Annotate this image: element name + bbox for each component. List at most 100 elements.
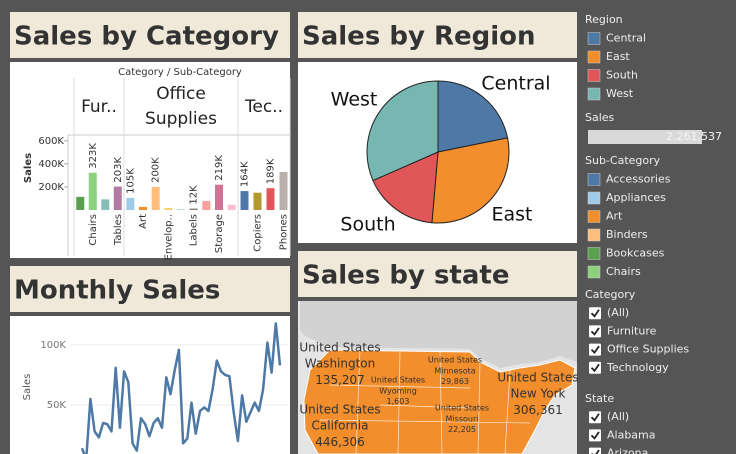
legend-swatch bbox=[587, 247, 601, 260]
map-label: 135,207 bbox=[315, 373, 365, 387]
legend-label: Accessories bbox=[606, 173, 671, 186]
y-tick-label: 200K bbox=[38, 182, 64, 193]
map-label: United States bbox=[371, 376, 425, 385]
map-label: United States bbox=[428, 356, 482, 365]
legend-label: Art bbox=[606, 210, 623, 223]
map-label: 306,361 bbox=[513, 403, 563, 417]
map-label: 446,306 bbox=[315, 435, 365, 449]
slice-label: West bbox=[331, 89, 378, 111]
filter-option: Furniture bbox=[607, 324, 657, 337]
bar bbox=[240, 191, 249, 210]
map-label: California bbox=[312, 419, 369, 433]
pie-slice bbox=[437, 80, 509, 153]
checkbox[interactable] bbox=[589, 343, 601, 356]
map-land bbox=[300, 301, 577, 368]
data-label: 200K bbox=[151, 157, 162, 183]
pie-slice bbox=[431, 137, 510, 224]
checkbox[interactable] bbox=[589, 429, 601, 442]
map-label: United States bbox=[299, 341, 380, 355]
checkbox[interactable] bbox=[589, 325, 601, 338]
x-tick-label: Art bbox=[138, 214, 149, 229]
filter-option: Office Supplies bbox=[607, 343, 689, 356]
bar bbox=[101, 199, 110, 210]
filter-title: Category bbox=[585, 288, 636, 301]
map-label: Minnesota bbox=[434, 366, 475, 375]
checkbox[interactable] bbox=[589, 361, 601, 374]
sales-line bbox=[80, 322, 282, 454]
map-label: Missouri bbox=[446, 414, 479, 423]
bar bbox=[266, 188, 275, 210]
x-tick-label: Copiers bbox=[253, 214, 264, 252]
legend-swatch bbox=[587, 173, 601, 186]
x-tick-label: Envelop.. bbox=[163, 214, 174, 260]
legend-swatch bbox=[587, 32, 601, 45]
check-mark bbox=[590, 345, 600, 354]
map-title: Sales by state bbox=[302, 261, 509, 291]
map-label: 29,863 bbox=[441, 377, 469, 386]
data-label: 12K bbox=[189, 185, 200, 205]
range-slider[interactable] bbox=[588, 130, 702, 144]
header-panel bbox=[10, 12, 290, 58]
data-label: 219K bbox=[214, 155, 225, 181]
chart-title: Sales by Category bbox=[14, 22, 279, 52]
checkbox[interactable] bbox=[589, 307, 601, 320]
us-map bbox=[303, 349, 576, 454]
legend-label: Chairs bbox=[606, 265, 641, 278]
y-axis-label: Sales bbox=[22, 374, 33, 401]
bar bbox=[253, 192, 262, 210]
map-label: New York bbox=[511, 387, 566, 401]
header-panel bbox=[298, 12, 577, 58]
filter-option: (All) bbox=[607, 410, 629, 423]
check-mark bbox=[590, 309, 600, 318]
legend-swatch bbox=[587, 265, 601, 279]
chart-title: Monthly Sales bbox=[14, 276, 220, 306]
x-tick-label: Storage bbox=[214, 214, 225, 253]
legend-label: Appliances bbox=[606, 191, 666, 204]
y-tick-label: 100K bbox=[40, 340, 66, 351]
legend-swatch bbox=[587, 87, 601, 101]
map-label: United States bbox=[435, 404, 489, 413]
bar bbox=[189, 208, 198, 210]
legend-label: Binders bbox=[606, 228, 648, 241]
legend-swatch bbox=[587, 210, 601, 223]
x-tick-label: Chairs bbox=[88, 214, 99, 246]
bar bbox=[113, 186, 122, 210]
slice-label: Central bbox=[481, 73, 550, 95]
checkbox[interactable] bbox=[589, 411, 601, 424]
bar bbox=[139, 206, 147, 210]
map-label: 22,205 bbox=[448, 425, 476, 434]
map-label: United States bbox=[299, 403, 380, 417]
legend-swatch bbox=[587, 191, 601, 205]
check-mark bbox=[590, 327, 600, 336]
filter-title: Region bbox=[585, 13, 623, 26]
range-value: 2,261,537 bbox=[666, 130, 722, 143]
x-tick-label: Phones bbox=[279, 214, 290, 250]
y-tick-label: 50K bbox=[47, 400, 67, 411]
column-header: Category / Sub-Category bbox=[118, 67, 242, 78]
map-label: Wyoming bbox=[379, 386, 417, 395]
map-label: 1,603 bbox=[387, 397, 410, 406]
data-label: 323K bbox=[88, 143, 99, 169]
bar bbox=[126, 197, 135, 210]
legend-swatch bbox=[587, 50, 601, 64]
slice-label: South bbox=[340, 214, 395, 236]
filter-title: Sub-Category bbox=[585, 154, 661, 167]
check-mark bbox=[591, 449, 600, 454]
x-tick-label: Tables bbox=[113, 214, 124, 246]
group-label: Tec.. bbox=[244, 96, 284, 117]
map-label: Washington bbox=[305, 357, 376, 371]
y-tick-label: 400K bbox=[38, 159, 64, 170]
data-label: 164K bbox=[240, 161, 251, 187]
state-borders bbox=[319, 349, 531, 454]
bar bbox=[76, 196, 85, 210]
bar bbox=[151, 186, 160, 210]
data-label: 203K bbox=[113, 156, 124, 182]
legend-swatch bbox=[587, 69, 601, 82]
header-panel bbox=[10, 266, 290, 312]
pie-slice bbox=[366, 80, 439, 182]
chart-title: Sales by Region bbox=[302, 22, 536, 52]
map-label: United States bbox=[497, 371, 578, 385]
y-tick-label: 600K bbox=[38, 136, 64, 147]
